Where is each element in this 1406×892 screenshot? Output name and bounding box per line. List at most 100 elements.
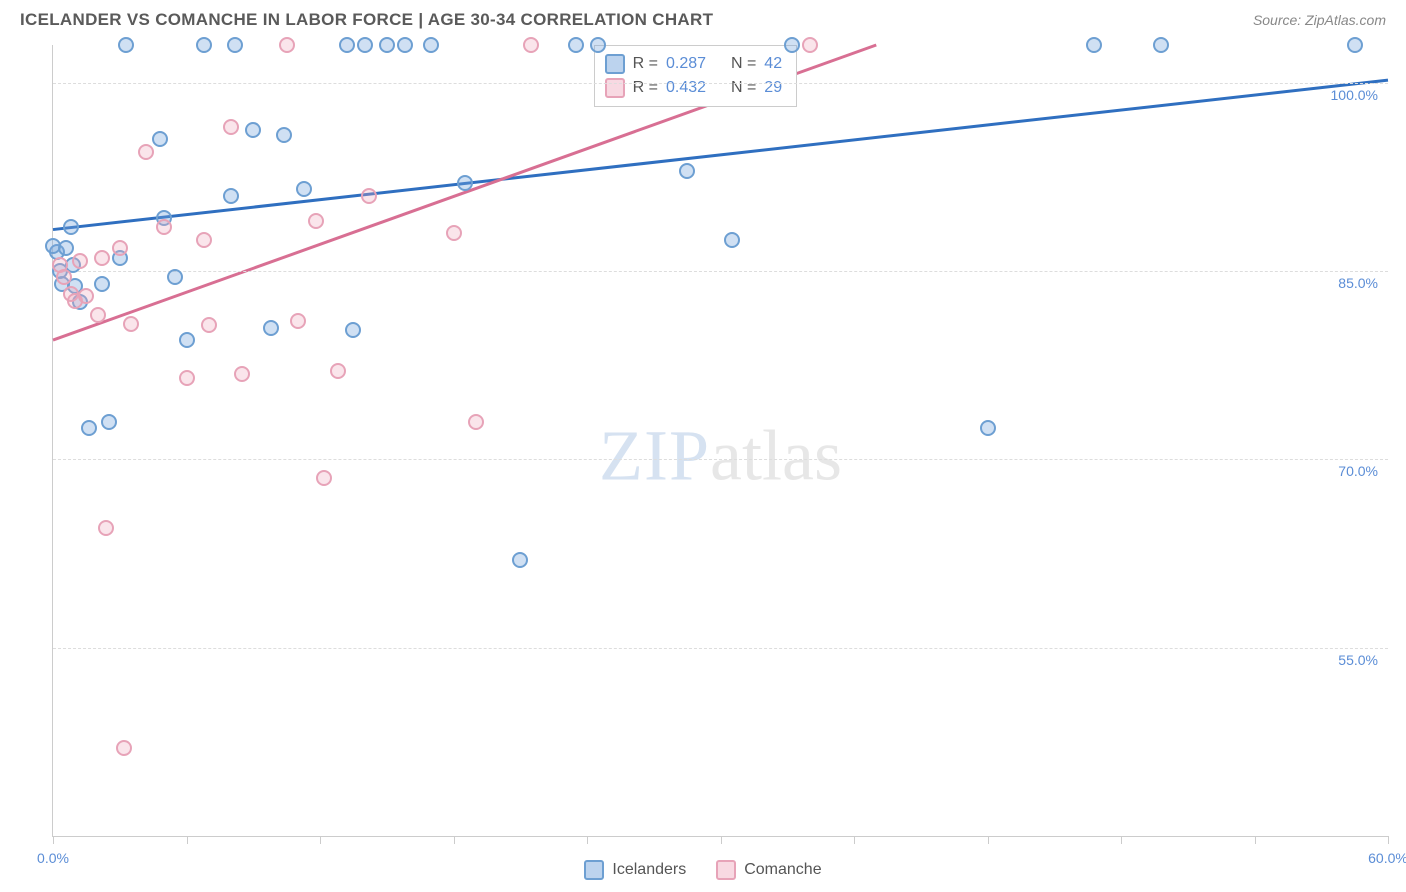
data-point: [512, 552, 528, 568]
r-value-icelanders: 0.287: [666, 55, 706, 73]
chart-title: ICELANDER VS COMANCHE IN LABOR FORCE | A…: [20, 10, 713, 30]
data-point: [112, 240, 128, 256]
data-point: [339, 37, 355, 53]
watermark-atlas: atlas: [710, 416, 842, 496]
data-point: [81, 420, 97, 436]
n-value-icelanders: 42: [764, 55, 782, 73]
data-point: [276, 127, 292, 143]
data-point: [397, 37, 413, 53]
swatch-blue-icon: [584, 860, 604, 880]
swatch-pink-icon: [716, 860, 736, 880]
data-point: [379, 37, 395, 53]
data-point: [156, 219, 172, 235]
x-tick: [721, 836, 722, 844]
legend-item-comanche: Comanche: [716, 860, 821, 880]
x-tick: [988, 836, 989, 844]
data-point: [446, 225, 462, 241]
data-point: [167, 269, 183, 285]
watermark: ZIPatlas: [599, 415, 842, 498]
legend: Icelanders Comanche: [0, 860, 1406, 880]
data-point: [98, 520, 114, 536]
data-point: [223, 119, 239, 135]
data-point: [56, 269, 72, 285]
data-point: [90, 307, 106, 323]
data-point: [308, 213, 324, 229]
x-tick: [1121, 836, 1122, 844]
legend-label: Comanche: [744, 861, 821, 879]
data-point: [568, 37, 584, 53]
data-point: [330, 363, 346, 379]
x-tick: [1388, 836, 1389, 844]
chart-plot-area: ZIPatlas R = 0.287 N = 42 R = 0.432 N = …: [52, 45, 1388, 837]
data-point: [196, 37, 212, 53]
x-tick: [454, 836, 455, 844]
grid-line: [53, 271, 1388, 272]
data-point: [72, 253, 88, 269]
data-point: [468, 414, 484, 430]
data-point: [1347, 37, 1363, 53]
y-tick-label: 70.0%: [1338, 463, 1378, 479]
grid-line: [53, 648, 1388, 649]
data-point: [196, 232, 212, 248]
y-tick-label: 100.0%: [1331, 87, 1378, 103]
data-point: [784, 37, 800, 53]
x-tick: [1255, 836, 1256, 844]
data-point: [316, 470, 332, 486]
swatch-pink-icon: [605, 78, 625, 98]
x-tick: [53, 836, 54, 844]
x-tick: [320, 836, 321, 844]
data-point: [1153, 37, 1169, 53]
data-point: [94, 276, 110, 292]
data-point: [179, 332, 195, 348]
watermark-zip: ZIP: [599, 416, 710, 496]
data-point: [123, 316, 139, 332]
data-point: [980, 420, 996, 436]
data-point: [357, 37, 373, 53]
data-point: [63, 219, 79, 235]
x-tick: [187, 836, 188, 844]
data-point: [279, 37, 295, 53]
legend-label: Icelanders: [612, 861, 686, 879]
n-label: N =: [731, 55, 756, 73]
stats-row-icelanders: R = 0.287 N = 42: [605, 52, 782, 76]
y-tick-label: 85.0%: [1338, 275, 1378, 291]
y-tick-label: 55.0%: [1338, 652, 1378, 668]
source-label: Source: ZipAtlas.com: [1253, 12, 1386, 28]
data-point: [1086, 37, 1102, 53]
data-point: [138, 144, 154, 160]
chart-header: ICELANDER VS COMANCHE IN LABOR FORCE | A…: [0, 0, 1406, 38]
x-tick: [854, 836, 855, 844]
data-point: [227, 37, 243, 53]
data-point: [724, 232, 740, 248]
data-point: [802, 37, 818, 53]
data-point: [223, 188, 239, 204]
data-point: [296, 181, 312, 197]
data-point: [78, 288, 94, 304]
data-point: [245, 122, 261, 138]
data-point: [152, 131, 168, 147]
data-point: [101, 414, 117, 430]
data-point: [234, 366, 250, 382]
grid-line: [53, 83, 1388, 84]
r-label: R =: [633, 55, 658, 73]
data-point: [58, 240, 74, 256]
legend-item-icelanders: Icelanders: [584, 860, 686, 880]
data-point: [45, 238, 61, 254]
data-point: [523, 37, 539, 53]
x-tick: [587, 836, 588, 844]
stats-box: R = 0.287 N = 42 R = 0.432 N = 29: [594, 45, 797, 107]
data-point: [423, 37, 439, 53]
data-point: [118, 37, 134, 53]
stats-row-comanche: R = 0.432 N = 29: [605, 76, 782, 100]
data-point: [201, 317, 217, 333]
data-point: [179, 370, 195, 386]
data-point: [361, 188, 377, 204]
grid-line: [53, 459, 1388, 460]
trend-lines: [53, 45, 1388, 836]
data-point: [290, 313, 306, 329]
chart-area-wrap: ZIPatlas R = 0.287 N = 42 R = 0.432 N = …: [52, 45, 1388, 837]
data-point: [263, 320, 279, 336]
data-point: [679, 163, 695, 179]
data-point: [457, 175, 473, 191]
data-point: [590, 37, 606, 53]
